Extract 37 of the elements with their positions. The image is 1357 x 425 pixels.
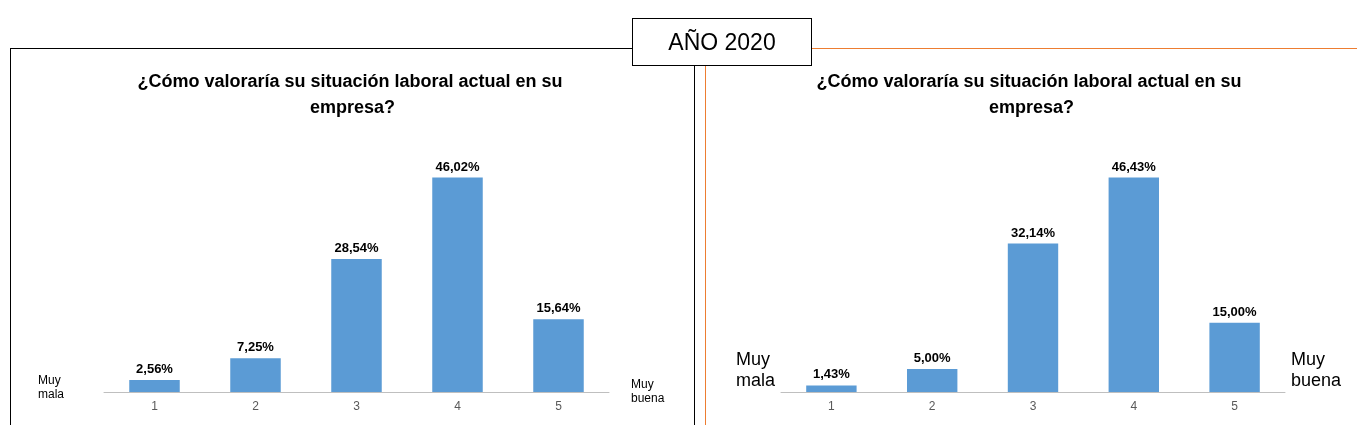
x-tick-label: 2 xyxy=(252,399,260,413)
x-tick-label: 5 xyxy=(1231,399,1239,413)
x-tick-label: 2 xyxy=(928,399,936,413)
x-tick-label: 5 xyxy=(555,399,563,413)
x-tick-label: 1 xyxy=(828,399,836,413)
bar xyxy=(230,358,281,392)
bar xyxy=(1209,322,1260,392)
bar xyxy=(533,319,584,392)
text: Muy buena xyxy=(631,377,666,405)
data-label: 15,00% xyxy=(1212,303,1258,319)
data-label: 32,14% xyxy=(1010,224,1056,240)
text: Muy mala xyxy=(736,349,776,391)
text: Muy mala xyxy=(38,373,65,401)
x-tick-label: 3 xyxy=(353,399,361,413)
chart-title: ¿Cómo valoraría su situación laboral actual en su empresa? xyxy=(816,71,1247,117)
chart-title: ¿Cómo valoraría su situación laboral actual en su empresa? xyxy=(137,71,568,117)
bar xyxy=(806,385,857,392)
bar xyxy=(907,368,958,392)
x-tick-label: 1 xyxy=(151,399,159,413)
data-label: 7,25% xyxy=(237,339,275,355)
bar xyxy=(432,177,483,392)
text: Muy buena xyxy=(1291,349,1343,391)
data-label: 2,56% xyxy=(136,361,174,377)
x-tick-label: 4 xyxy=(1130,399,1138,413)
bar xyxy=(331,259,382,392)
data-label: 5,00% xyxy=(913,349,952,365)
data-label: 46,43% xyxy=(1111,158,1157,174)
bar xyxy=(129,380,180,392)
bar xyxy=(1108,177,1159,392)
data-label: 28,54% xyxy=(334,240,379,256)
bar xyxy=(1007,243,1059,392)
data-label: 1,43% xyxy=(812,366,851,382)
data-label: 46,02% xyxy=(435,158,480,174)
x-tick-label: 4 xyxy=(454,399,462,413)
x-tick-label: 3 xyxy=(1029,399,1037,413)
data-label: 15,64% xyxy=(536,300,581,316)
text: AÑO 2020 xyxy=(632,18,812,66)
